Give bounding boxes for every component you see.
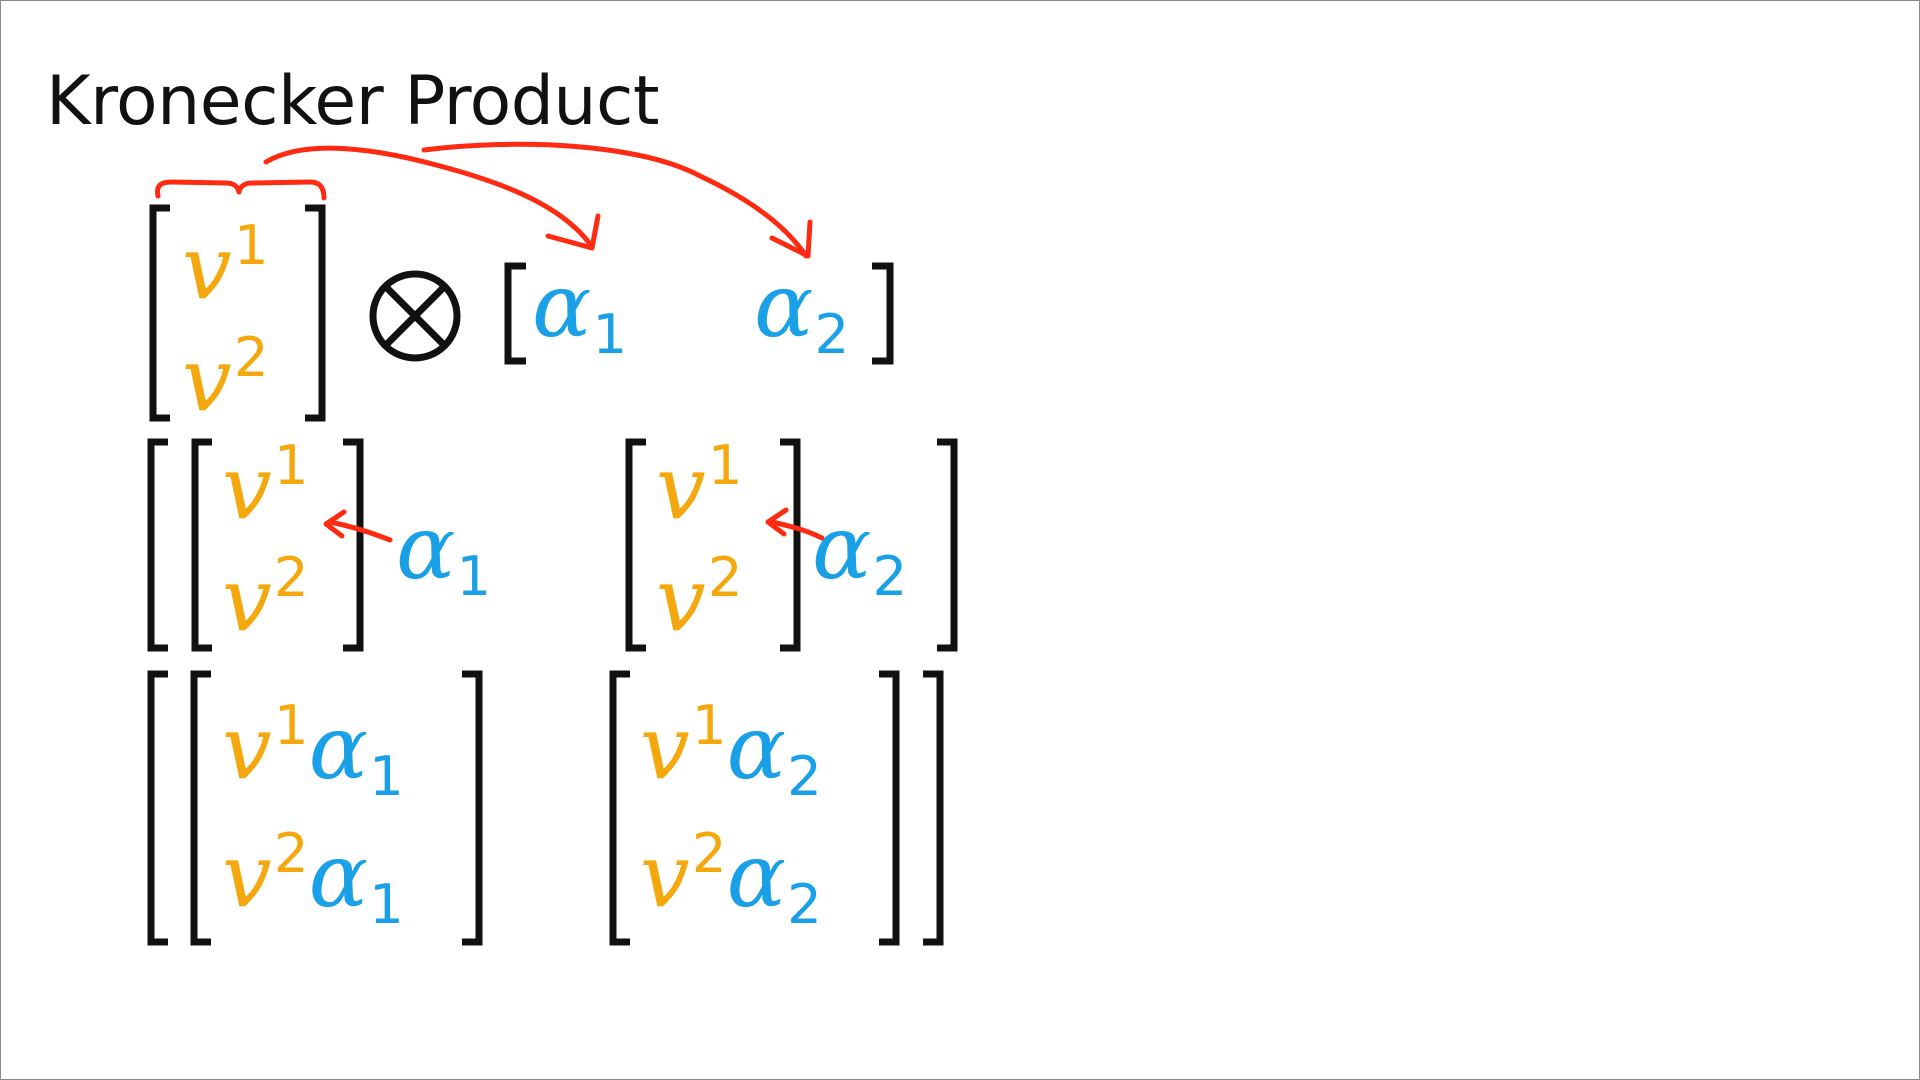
row3-block1-right-bracket [462,670,483,946]
row2-block2-right-bracket [780,438,801,652]
row3-block2-right-bracket [879,670,900,946]
row1-vector-left-bracket [149,204,170,422]
arrow-to-alpha2-annotation [421,141,809,259]
row2-block1-left-bracket [191,438,212,652]
row2-block2-left-bracket [625,438,646,652]
arrow-to-alpha2-head-icon [769,219,813,259]
row2-outer-left-bracket [147,438,168,652]
row2-arrow2-head-icon [765,507,789,537]
row2-block2-v2-entry: v2 [656,545,743,651]
row2-block1-right-bracket [343,438,364,652]
arrow-to-alpha1-annotation [263,145,593,247]
row1-alpha2-entry: α2 [754,254,850,367]
row1-alpha1-entry: α1 [532,254,628,367]
row2-block2-v1-entry: v1 [656,433,743,539]
row3-outer-left-bracket [147,670,168,946]
slide-title: Kronecker Product [46,62,660,141]
row1-vector-right-bracket [305,204,326,422]
brace-annotation [155,179,327,201]
row3-block1-left-bracket [190,670,211,946]
row1-v1-entry: v1 [182,213,269,319]
row3-block2-left-bracket [609,670,630,946]
row1-v2-entry: v2 [182,325,269,431]
row1-rowvector-right-bracket [872,262,894,365]
row2-block1-v2-entry: v2 [222,545,309,651]
row3-block1-top-entry: v1α1 [222,693,404,809]
row2-alpha2-factor: α2 [812,496,908,609]
row2-arrow2-annotation [769,519,825,541]
row3-block2-bottom-entry: v2α2 [640,821,822,937]
row3-block1-bottom-entry: v2α1 [222,821,404,937]
row2-arrow1-annotation [327,519,393,543]
row2-outer-right-bracket [937,438,958,652]
otimes-operator-icon [369,270,461,362]
row1-rowvector-left-bracket [504,262,526,365]
row2-arrow1-head-icon [323,509,347,539]
row2-block1-v1-entry: v1 [222,433,309,539]
row2-alpha1-factor: α1 [396,496,492,609]
row3-block2-top-entry: v1α2 [640,693,822,809]
arrow-to-alpha1-head-icon [545,213,601,251]
row3-outer-right-bracket [923,670,944,946]
